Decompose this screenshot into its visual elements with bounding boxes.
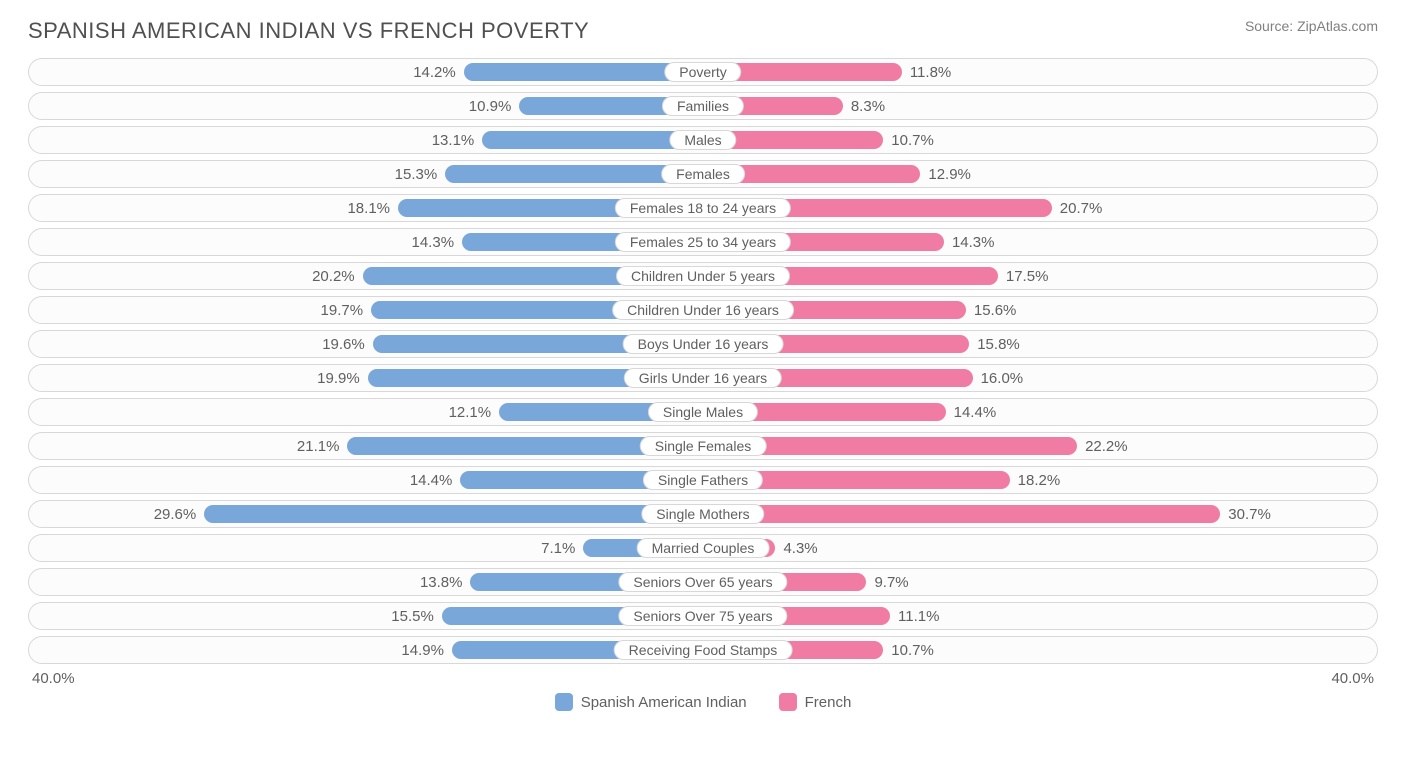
value-right: 12.9% bbox=[920, 161, 971, 187]
legend-swatch-right bbox=[779, 693, 797, 711]
value-right: 10.7% bbox=[883, 637, 934, 663]
chart-row: 21.1% 22.2% Single Females bbox=[28, 432, 1378, 460]
legend-item-left: Spanish American Indian bbox=[555, 693, 747, 711]
value-left: 19.6% bbox=[322, 331, 373, 357]
value-right: 10.7% bbox=[883, 127, 934, 153]
row-label: Girls Under 16 years bbox=[624, 368, 782, 388]
chart-row: 12.1% 14.4% Single Males bbox=[28, 398, 1378, 426]
row-label: Single Fathers bbox=[643, 470, 763, 490]
value-right: 15.8% bbox=[969, 331, 1020, 357]
chart-title: SPANISH AMERICAN INDIAN VS FRENCH POVERT… bbox=[28, 18, 589, 44]
row-label: Married Couples bbox=[637, 538, 770, 558]
value-left: 10.9% bbox=[469, 93, 520, 119]
value-left: 29.6% bbox=[154, 501, 205, 527]
value-left: 14.2% bbox=[413, 59, 464, 85]
chart-row: 14.9% 10.7% Receiving Food Stamps bbox=[28, 636, 1378, 664]
value-left: 18.1% bbox=[347, 195, 398, 221]
chart-row: 13.8% 9.7% Seniors Over 65 years bbox=[28, 568, 1378, 596]
value-left: 19.9% bbox=[317, 365, 368, 391]
value-right: 30.7% bbox=[1220, 501, 1271, 527]
chart-row: 14.2% 11.8% Poverty bbox=[28, 58, 1378, 86]
value-left: 13.8% bbox=[420, 569, 471, 595]
value-right: 14.4% bbox=[946, 399, 997, 425]
row-label: Females 25 to 34 years bbox=[615, 232, 791, 252]
value-right: 20.7% bbox=[1052, 195, 1103, 221]
value-right: 9.7% bbox=[866, 569, 908, 595]
chart-source: Source: ZipAtlas.com bbox=[1245, 18, 1378, 34]
value-right: 14.3% bbox=[944, 229, 995, 255]
value-left: 14.9% bbox=[401, 637, 452, 663]
chart-header: SPANISH AMERICAN INDIAN VS FRENCH POVERT… bbox=[28, 18, 1378, 44]
chart-row: 10.9% 8.3% Families bbox=[28, 92, 1378, 120]
bar-left bbox=[204, 505, 703, 523]
row-label: Boys Under 16 years bbox=[623, 334, 784, 354]
legend-item-right: French bbox=[779, 693, 852, 711]
chart-row: 15.5% 11.1% Seniors Over 75 years bbox=[28, 602, 1378, 630]
value-left: 7.1% bbox=[541, 535, 583, 561]
row-label: Single Mothers bbox=[641, 504, 764, 524]
chart-row: 14.3% 14.3% Females 25 to 34 years bbox=[28, 228, 1378, 256]
value-left: 14.3% bbox=[412, 229, 463, 255]
row-label: Poverty bbox=[664, 62, 741, 82]
row-label: Single Males bbox=[648, 402, 758, 422]
chart-legend: Spanish American Indian French bbox=[28, 693, 1378, 711]
chart-row: 19.9% 16.0% Girls Under 16 years bbox=[28, 364, 1378, 392]
value-left: 15.3% bbox=[395, 161, 446, 187]
chart-row: 13.1% 10.7% Males bbox=[28, 126, 1378, 154]
chart-row: 29.6% 30.7% Single Mothers bbox=[28, 500, 1378, 528]
axis-left-max: 40.0% bbox=[32, 670, 75, 687]
value-left: 21.1% bbox=[297, 433, 348, 459]
row-label: Females bbox=[661, 164, 745, 184]
row-label: Receiving Food Stamps bbox=[614, 640, 793, 660]
value-right: 17.5% bbox=[998, 263, 1049, 289]
value-right: 4.3% bbox=[775, 535, 817, 561]
row-label: Seniors Over 75 years bbox=[618, 606, 787, 626]
row-label: Males bbox=[669, 130, 736, 150]
value-right: 16.0% bbox=[973, 365, 1024, 391]
value-left: 19.7% bbox=[321, 297, 372, 323]
bar-right bbox=[703, 505, 1220, 523]
value-right: 22.2% bbox=[1077, 433, 1128, 459]
value-right: 18.2% bbox=[1010, 467, 1061, 493]
value-left: 12.1% bbox=[449, 399, 500, 425]
value-right: 11.1% bbox=[890, 603, 939, 629]
chart-row: 18.1% 20.7% Females 18 to 24 years bbox=[28, 194, 1378, 222]
value-right: 11.8% bbox=[902, 59, 951, 85]
chart-row: 19.6% 15.8% Boys Under 16 years bbox=[28, 330, 1378, 358]
chart-row: 7.1% 4.3%Married Couples bbox=[28, 534, 1378, 562]
row-label: Single Females bbox=[640, 436, 767, 456]
diverging-bar-chart: 14.2%11.8%Poverty10.9%8.3%Families13.1%1… bbox=[28, 58, 1378, 664]
legend-label-left: Spanish American Indian bbox=[581, 694, 747, 711]
row-label: Females 18 to 24 years bbox=[615, 198, 791, 218]
row-label: Children Under 16 years bbox=[612, 300, 794, 320]
axis-labels: 40.0% 40.0% bbox=[28, 670, 1378, 687]
chart-row: 20.2% 17.5% Children Under 5 years bbox=[28, 262, 1378, 290]
value-left: 20.2% bbox=[312, 263, 363, 289]
chart-row: 15.3% 12.9% Females bbox=[28, 160, 1378, 188]
legend-swatch-left bbox=[555, 693, 573, 711]
value-right: 8.3% bbox=[843, 93, 885, 119]
legend-label-right: French bbox=[805, 694, 852, 711]
value-left: 14.4% bbox=[410, 467, 461, 493]
value-left: 13.1% bbox=[432, 127, 483, 153]
row-label: Families bbox=[662, 96, 744, 116]
value-left: 15.5% bbox=[391, 603, 442, 629]
value-right: 15.6% bbox=[966, 297, 1017, 323]
axis-right-max: 40.0% bbox=[1331, 670, 1374, 687]
chart-row: 14.4% 18.2% Single Fathers bbox=[28, 466, 1378, 494]
row-label: Seniors Over 65 years bbox=[618, 572, 787, 592]
row-label: Children Under 5 years bbox=[616, 266, 790, 286]
chart-row: 19.7% 15.6% Children Under 16 years bbox=[28, 296, 1378, 324]
